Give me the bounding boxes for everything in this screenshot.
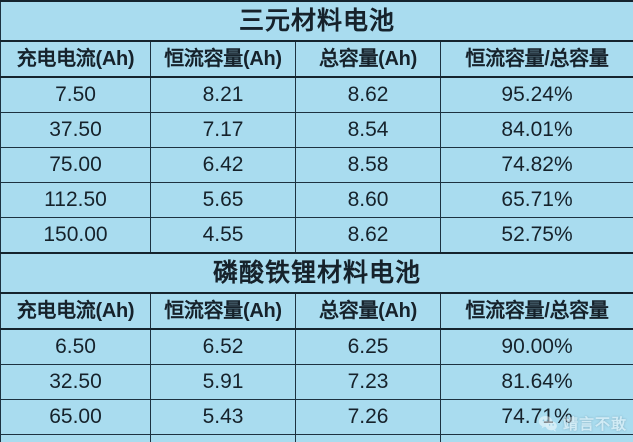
cell-charge-current: 7.50	[0, 76, 151, 113]
column-header-ratio-0: 恒流容量/总容量	[439, 40, 633, 78]
column-header-total-capacity-1: 总容量(Ah)	[295, 292, 441, 330]
cell-total-capacity: 8.62	[295, 217, 441, 254]
table-title-row-0: 三元材料电池	[0, 0, 633, 42]
cell-ratio: 81.64%	[439, 364, 633, 400]
cell-charge-current: 97.50	[0, 434, 151, 442]
cell-charge-current: 112.50	[0, 182, 151, 218]
table-row: 7.50 8.21 8.62 95.24%	[0, 76, 633, 113]
cell-charge-current: 6.50	[0, 328, 151, 365]
cell-cc-capacity: 5.65	[150, 182, 296, 218]
table-row: 32.50 5.91 7.23 81.64%	[0, 364, 633, 400]
column-header-ratio-1: 恒流容量/总容量	[439, 292, 633, 330]
table-header-row-0: 充电电流(Ah) 恒流容量(Ah) 总容量(Ah) 恒流容量/总容量	[0, 40, 633, 78]
column-header-cc-capacity-1: 恒流容量(Ah)	[150, 292, 296, 330]
table-title-row-1: 磷酸铁锂材料电池	[0, 252, 633, 294]
cell-total-capacity: 7.29	[295, 434, 441, 442]
table-row: 97.50 3.51 7.29 48.11%	[0, 434, 633, 442]
cell-ratio: 74.82%	[439, 147, 633, 183]
column-header-charge-current-1: 充电电流(Ah)	[0, 292, 151, 330]
cell-total-capacity: 8.54	[295, 112, 441, 148]
cell-cc-capacity: 7.17	[150, 112, 296, 148]
table-row: 112.50 5.65 8.60 65.71%	[0, 182, 633, 218]
cell-ratio: 74.71%	[439, 399, 633, 435]
cell-ratio: 65.71%	[439, 182, 633, 218]
table-row: 65.00 5.43 7.26 74.71%	[0, 399, 633, 435]
column-header-charge-current-0: 充电电流(Ah)	[0, 40, 151, 78]
cell-charge-current: 37.50	[0, 112, 151, 148]
cell-cc-capacity: 5.91	[150, 364, 296, 400]
cell-total-capacity: 8.60	[295, 182, 441, 218]
cell-cc-capacity: 6.42	[150, 147, 296, 183]
table-header-row-1: 充电电流(Ah) 恒流容量(Ah) 总容量(Ah) 恒流容量/总容量	[0, 292, 633, 330]
cell-total-capacity: 7.23	[295, 364, 441, 400]
cell-charge-current: 65.00	[0, 399, 151, 435]
table-title-0: 三元材料电池	[0, 0, 633, 42]
cell-cc-capacity: 6.52	[150, 328, 296, 365]
cell-cc-capacity: 5.43	[150, 399, 296, 435]
column-header-total-capacity-0: 总容量(Ah)	[295, 40, 441, 78]
column-header-cc-capacity-0: 恒流容量(Ah)	[150, 40, 296, 78]
table-row: 75.00 6.42 8.58 74.82%	[0, 147, 633, 183]
table-row: 6.50 6.52 6.25 90.00%	[0, 328, 633, 365]
cell-total-capacity: 6.25	[295, 328, 441, 365]
cell-ratio: 90.00%	[439, 328, 633, 365]
cell-ratio: 84.01%	[439, 112, 633, 148]
cell-ratio: 52.75%	[439, 217, 633, 254]
table-title-1: 磷酸铁锂材料电池	[0, 252, 633, 294]
cell-cc-capacity: 4.55	[150, 217, 296, 254]
cell-total-capacity: 8.58	[295, 147, 441, 183]
table-row: 37.50 7.17 8.54 84.01%	[0, 112, 633, 148]
cell-total-capacity: 8.62	[295, 76, 441, 113]
cell-cc-capacity: 3.51	[150, 434, 296, 442]
cell-cc-capacity: 8.21	[150, 76, 296, 113]
cell-charge-current: 75.00	[0, 147, 151, 183]
cell-ratio: 48.11%	[439, 434, 633, 442]
cell-ratio: 95.24%	[439, 76, 633, 113]
table-row: 150.00 4.55 8.62 52.75%	[0, 217, 633, 254]
cell-charge-current: 150.00	[0, 217, 151, 254]
cell-total-capacity: 7.26	[295, 399, 441, 435]
cell-charge-current: 32.50	[0, 364, 151, 400]
